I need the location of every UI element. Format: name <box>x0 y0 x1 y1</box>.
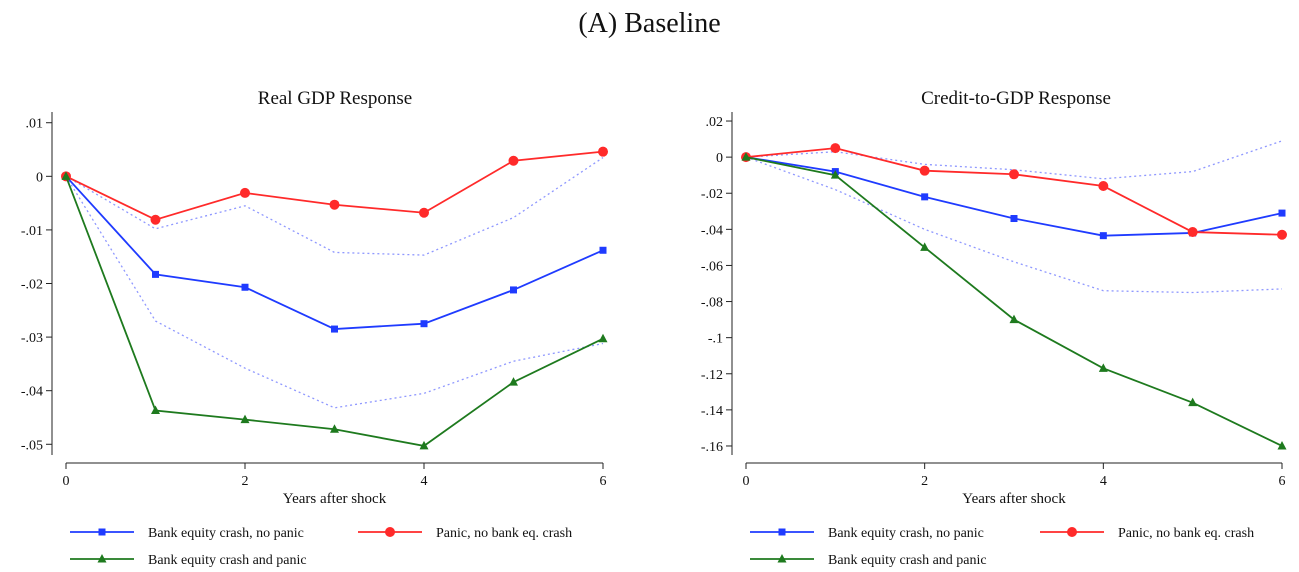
data-point <box>1188 397 1198 407</box>
series-circle <box>61 146 608 225</box>
series-line <box>745 156 1283 237</box>
x-tick-label: 0 <box>63 474 70 489</box>
series-square <box>62 172 607 333</box>
x-axis-label: Years after shock <box>962 491 1066 507</box>
chart-credit-to-gdp-response: Credit-to-GDP Response .02 0 -.02 -.04 -.06 -.… <box>701 88 1287 568</box>
y-tick-label: -.01 <box>21 224 43 239</box>
data-point <box>599 246 607 254</box>
legend-label: Bank equity crash and panic <box>828 553 987 568</box>
data-point <box>741 152 751 161</box>
figure-title: (A) Baseline <box>578 8 721 39</box>
data-point <box>151 405 160 415</box>
legend-swatch-marker <box>1067 527 1077 537</box>
legend-entry: Bank equity crash, no panic <box>750 526 984 541</box>
legend-label: Bank equity crash and panic <box>148 553 307 568</box>
legend-entry: Bank equity crash and panic <box>70 553 307 568</box>
series-line <box>65 175 604 330</box>
chart-real-gdp-response: Real GDP Response .01 0 -.01 -.02 -.03 -.04 -.0… <box>21 88 608 568</box>
legend-entry: Panic, no bank eq. crash <box>358 526 572 541</box>
y-tick-label: -.03 <box>21 331 43 346</box>
data-point <box>598 146 608 157</box>
confidence-band-line <box>745 156 1283 294</box>
data-point <box>420 320 428 328</box>
legend-swatch-marker <box>98 528 106 536</box>
legend-entry: Panic, no bank eq. crash <box>1040 526 1254 541</box>
data-point <box>1009 169 1019 180</box>
y-tick-label: 0 <box>716 151 723 166</box>
x-tick-label: 2 <box>242 474 249 489</box>
confidence-band-line <box>65 175 604 409</box>
x-tick-label: 6 <box>1279 474 1286 489</box>
y-tick-label: -.05 <box>21 438 43 453</box>
legend-entry: Bank equity crash and panic <box>750 553 987 568</box>
legend-label: Panic, no bank eq. crash <box>1118 526 1254 541</box>
data-point <box>1010 215 1018 223</box>
data-point <box>598 333 608 343</box>
legend-swatch-marker <box>97 554 107 563</box>
data-point <box>61 171 71 180</box>
legend-label: Panic, no bank eq. crash <box>436 526 572 541</box>
data-point <box>1277 229 1287 240</box>
y-tick-label: -.02 <box>701 187 723 202</box>
y-tick-label: .01 <box>26 117 44 132</box>
x-tick-label: 4 <box>421 474 428 489</box>
data-point <box>241 283 249 291</box>
x-tick-label: 0 <box>743 474 750 489</box>
data-point <box>419 207 429 218</box>
series-line <box>65 175 604 447</box>
data-point <box>1098 363 1108 372</box>
data-point <box>330 424 339 433</box>
data-point <box>240 187 250 198</box>
data-point <box>1277 440 1287 450</box>
data-point <box>1009 314 1019 324</box>
legend-entry: Bank equity crash, no panic <box>70 526 304 541</box>
x-tick-label: 6 <box>600 474 607 489</box>
data-point <box>830 143 841 154</box>
series-line <box>745 156 1283 447</box>
data-point <box>329 199 340 210</box>
data-point <box>1098 181 1109 192</box>
y-tick-label: .02 <box>706 115 724 130</box>
x-tick-label: 2 <box>921 474 928 489</box>
data-point <box>1278 209 1286 217</box>
data-point <box>419 440 429 450</box>
data-point <box>240 414 250 424</box>
y-tick-label: -.06 <box>701 259 723 274</box>
data-point <box>1099 232 1107 240</box>
legend-swatch-marker <box>777 554 787 563</box>
data-point <box>1187 227 1198 238</box>
y-tick-label: -.04 <box>21 385 43 400</box>
data-point <box>509 377 518 386</box>
data-point <box>830 170 840 179</box>
x-axis-label: Years after shock <box>283 491 387 507</box>
data-point <box>920 242 930 251</box>
data-point <box>921 193 929 201</box>
data-point <box>919 165 930 176</box>
y-tick-label: -.04 <box>701 223 723 238</box>
legend-label: Bank equity crash, no panic <box>828 526 984 541</box>
data-point <box>150 214 161 225</box>
series-square <box>742 153 1286 240</box>
x-tick-label: 4 <box>1100 474 1107 489</box>
data-point <box>152 270 159 278</box>
y-tick-label: -.08 <box>701 296 723 311</box>
data-point <box>510 286 517 294</box>
chart-title: Credit-to-GDP Response <box>921 88 1111 109</box>
y-tick-label: 0 <box>36 170 43 185</box>
chart-title: Real GDP Response <box>258 88 412 109</box>
y-tick-label: -.02 <box>21 278 43 293</box>
legend-label: Bank equity crash, no panic <box>148 526 304 541</box>
series-circle <box>741 143 1287 240</box>
y-tick-label: -.1 <box>708 332 723 347</box>
legend-swatch-marker <box>778 528 786 536</box>
y-tick-label: -.12 <box>701 368 723 383</box>
legend-swatch-marker <box>385 527 395 537</box>
series-triangle <box>741 152 1287 450</box>
data-point <box>508 155 519 166</box>
series-triangle <box>61 171 608 450</box>
data-point <box>331 325 338 333</box>
y-tick-label: -.16 <box>701 440 723 455</box>
y-tick-label: -.14 <box>701 404 723 419</box>
